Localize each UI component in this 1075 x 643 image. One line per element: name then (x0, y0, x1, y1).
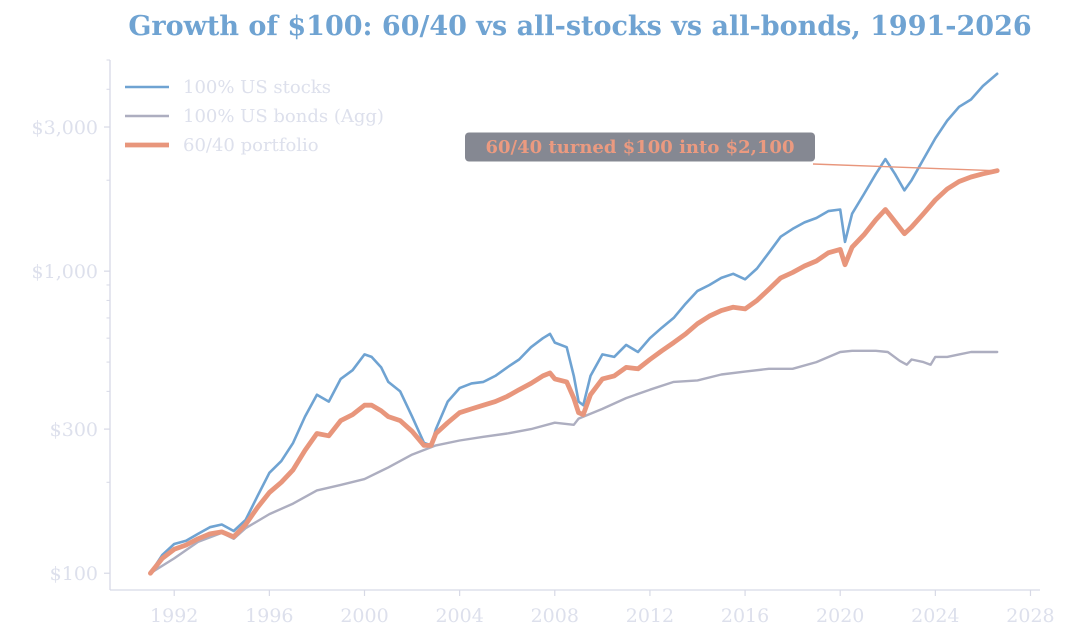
y-tick-label: $1,000 (32, 261, 98, 283)
y-tick-label: $300 (50, 419, 98, 441)
legend-label-portfolio: 60/40 portfolio (183, 135, 319, 156)
x-tick-label: 2008 (531, 605, 579, 627)
x-tick-label: 2020 (816, 605, 864, 627)
x-tick-label: 2004 (435, 605, 483, 627)
y-tick-label: $3,000 (32, 117, 98, 139)
annotation-layer: 60/40 turned $100 into $2,100 (465, 132, 996, 172)
x-tick-label: 2024 (911, 605, 959, 627)
x-tick-label: 2000 (340, 605, 388, 627)
y-tick-label: $100 (50, 563, 98, 585)
annotation-box (465, 132, 815, 162)
x-tick-label: 2016 (721, 605, 769, 627)
legend-label-bonds: 100% US bonds (Agg) (183, 106, 384, 127)
legend: 100% US stocks 100% US bonds (Agg) 60/40 p… (125, 77, 384, 156)
x-tick-label: 1996 (245, 605, 293, 627)
series-line-stocks (149, 72, 999, 575)
series-line-portfolio (148, 168, 1000, 576)
legend-label-stocks: 100% US stocks (183, 77, 331, 98)
x-tick-label: 2012 (626, 605, 674, 627)
chart-title: Growth of $100: 60/40 vs all-stocks vs a… (128, 11, 1031, 42)
annotation-label: 60/40 turned $100 into $2,100 (486, 137, 795, 158)
series-layer (148, 72, 1000, 576)
x-tick-label: 2028 (1006, 605, 1054, 627)
x-tick-label: 1992 (150, 605, 198, 627)
annotation-arrow (812, 163, 996, 172)
axes: 1992 1996 2000 2004 2008 2012 2016 2020 2024 2028… (32, 59, 1055, 627)
series-line-bonds (149, 349, 999, 575)
